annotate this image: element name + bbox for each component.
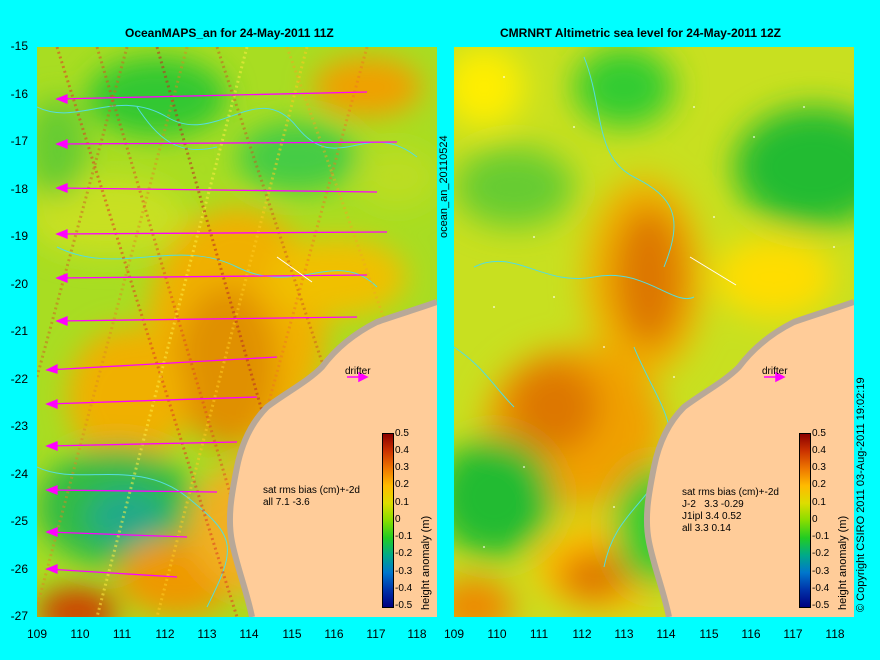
colorbar-tick: 0.4 bbox=[812, 445, 826, 456]
left-map-title: OceanMAPS_an for 24-May-2011 11Z bbox=[125, 26, 334, 40]
left-map-panel: drifter sat rms bias (cm)+-2d all 7.1 -3… bbox=[37, 47, 437, 617]
colorbar-tick: -0.5 bbox=[812, 600, 830, 611]
colorbar-tick: -0.2 bbox=[812, 548, 830, 559]
colorbar-tick: 0 bbox=[395, 514, 401, 525]
lon-tick: 117 bbox=[783, 627, 803, 641]
lon-tick: 114 bbox=[239, 627, 259, 641]
lat-tick: -17 bbox=[10, 134, 28, 148]
colorbar-tick: 0.3 bbox=[395, 462, 409, 473]
right-map-panel: drifter sat rms bias (cm)+-2d J-2 3.3 -0… bbox=[454, 47, 854, 617]
colorbar-tick: 0.5 bbox=[812, 428, 826, 439]
lon-tick: 109 bbox=[443, 627, 465, 641]
lon-tick: 110 bbox=[487, 627, 507, 641]
right-stats-line: J-2 3.3 -0.29 bbox=[682, 499, 744, 510]
left-colorbar-label: height anomaly (m) bbox=[420, 515, 432, 610]
left-colorbar bbox=[382, 433, 394, 608]
colorbar-tick: -0.1 bbox=[812, 531, 830, 542]
lon-tick: 113 bbox=[197, 627, 217, 641]
right-stats-line: J1ipl 3.4 0.52 bbox=[682, 511, 742, 522]
colorbar-tick: 0 bbox=[812, 514, 818, 525]
lon-tick: 110 bbox=[70, 627, 90, 641]
lat-tick: -24 bbox=[10, 467, 28, 481]
lat-tick: -21 bbox=[10, 324, 28, 338]
left-stats-header: sat rms bias (cm)+-2d bbox=[263, 485, 360, 496]
lat-tick: -22 bbox=[10, 372, 28, 386]
lat-tick: -27 bbox=[10, 609, 28, 623]
right-map-title: CMRNRT Altimetric sea level for 24-May-2… bbox=[500, 26, 781, 40]
lon-tick: 114 bbox=[656, 627, 676, 641]
lon-tick: 118 bbox=[407, 627, 427, 641]
lon-tick: 112 bbox=[155, 627, 175, 641]
left-sea-level-field bbox=[37, 47, 437, 617]
colorbar-tick: 0.5 bbox=[395, 428, 409, 439]
right-drifter-label: drifter bbox=[762, 366, 788, 377]
colorbar-tick: -0.4 bbox=[812, 583, 830, 594]
lon-tick: 115 bbox=[699, 627, 719, 641]
file-label: ocean_an_20110524 bbox=[438, 135, 450, 238]
lat-tick: -25 bbox=[10, 514, 28, 528]
lat-tick: -26 bbox=[10, 562, 28, 576]
colorbar-tick: 0.1 bbox=[395, 497, 409, 508]
lon-tick: 116 bbox=[741, 627, 761, 641]
colorbar-tick: -0.3 bbox=[812, 566, 830, 577]
colorbar-tick: -0.2 bbox=[395, 548, 413, 559]
lon-tick: 116 bbox=[324, 627, 344, 641]
lon-tick: 113 bbox=[614, 627, 634, 641]
lat-tick: -19 bbox=[10, 229, 28, 243]
right-stats-line: all 3.3 0.14 bbox=[682, 523, 731, 534]
right-colorbar-label: height anomaly (m) bbox=[837, 515, 849, 610]
colorbar-tick: 0.2 bbox=[812, 479, 826, 490]
left-drifter-label: drifter bbox=[345, 366, 371, 377]
lat-tick: -16 bbox=[10, 87, 28, 101]
colorbar-tick: -0.4 bbox=[395, 583, 413, 594]
sat-dots bbox=[483, 76, 835, 548]
lat-tick: -20 bbox=[10, 277, 28, 291]
right-sea-level-field bbox=[454, 47, 854, 617]
lon-tick: 111 bbox=[529, 627, 549, 641]
colorbar-tick: 0.4 bbox=[395, 445, 409, 456]
lon-tick: 117 bbox=[366, 627, 386, 641]
colorbar-tick: -0.1 bbox=[395, 531, 413, 542]
colorbar-tick: 0.1 bbox=[812, 497, 826, 508]
colorbar-tick: -0.5 bbox=[395, 600, 413, 611]
lon-tick: 112 bbox=[572, 627, 592, 641]
lon-tick: 118 bbox=[825, 627, 845, 641]
right-stats-header: sat rms bias (cm)+-2d bbox=[682, 487, 779, 498]
lat-tick: -18 bbox=[10, 182, 28, 196]
colorbar-tick: -0.3 bbox=[395, 566, 413, 577]
colorbar-tick: 0.2 bbox=[395, 479, 409, 490]
lat-tick: -15 bbox=[10, 39, 28, 53]
lon-tick: 109 bbox=[26, 627, 48, 641]
colorbar-tick: 0.3 bbox=[812, 462, 826, 473]
right-colorbar bbox=[799, 433, 811, 608]
lat-tick: -23 bbox=[10, 419, 28, 433]
lon-tick: 115 bbox=[282, 627, 302, 641]
copyright-label: © Copyright CSIRO 2011 03-Aug-2011 19:02… bbox=[855, 377, 867, 612]
lon-tick: 111 bbox=[112, 627, 132, 641]
left-stats-line: all 7.1 -3.6 bbox=[263, 497, 310, 508]
